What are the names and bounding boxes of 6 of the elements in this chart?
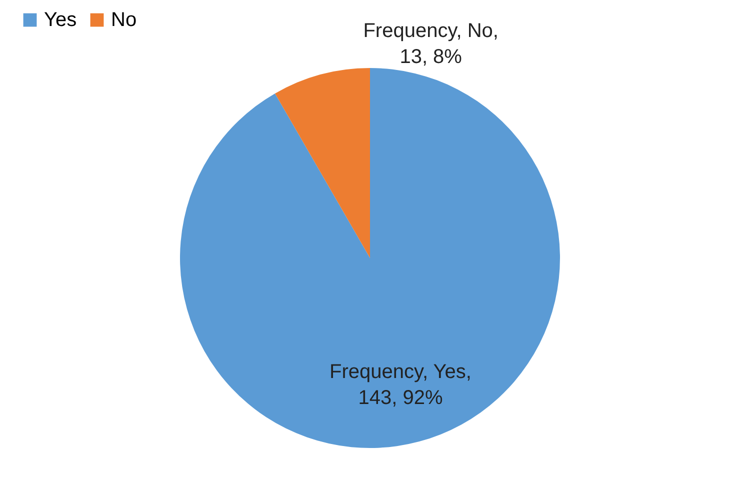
legend-label: Yes xyxy=(44,9,77,31)
data-label: Frequency, No, 13, 8% xyxy=(363,20,498,68)
pie-slice xyxy=(180,68,560,448)
legend-label: No xyxy=(111,9,137,31)
pie-slice xyxy=(275,68,370,258)
data-label: Frequency, Yes, 143, 92% xyxy=(330,360,472,409)
